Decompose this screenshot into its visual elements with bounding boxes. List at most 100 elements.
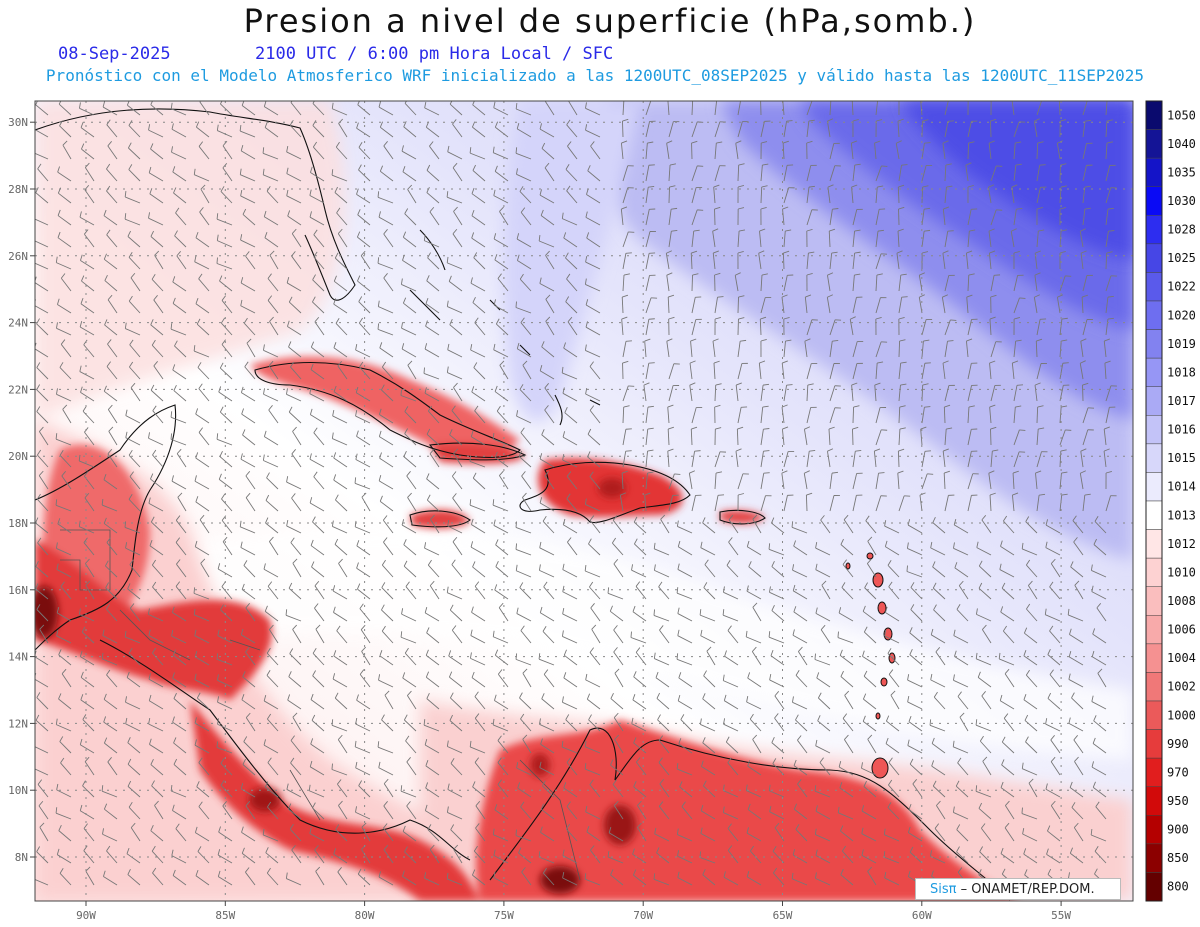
lat-lon-grid [35,101,1133,901]
wind-barb [402,166,417,182]
colorbar-swatch [1145,357,1163,387]
wind-barb [357,101,371,116]
wind-barb [520,427,532,446]
lon-label: 55W [1051,909,1071,922]
wind-barb [613,558,624,578]
colorbar-label: 1028 [1167,223,1196,237]
wind-barb [544,162,555,182]
wind-barb [643,382,650,402]
wind-barb [310,341,325,358]
wind-barb [264,121,279,138]
wind-barb [852,229,861,248]
colorbar-label: 950 [1167,794,1189,808]
colorbar-label: 1015 [1167,451,1196,465]
colorbar: 1050104010351030102810251022102010191018… [1145,100,1196,902]
wind-barb [401,519,417,534]
wind-barb [563,342,578,358]
wind-barb [451,471,463,490]
wind-barb [589,647,601,666]
valid-time: 2100 UTC / 6:00 pm Hora Local / SFC [255,44,614,64]
wind-barb [1105,317,1114,336]
wind-barb [875,472,885,490]
wind-barb [909,758,923,776]
wind-barb [82,714,95,732]
wind-barb [668,473,681,490]
lon-label: 65W [773,909,793,922]
wind-barb [520,207,532,226]
wind-barb [1092,781,1107,798]
wind-barb [746,585,762,600]
wind-barb [990,449,999,468]
wind-barb [331,432,348,446]
wind-barb [285,609,302,622]
wind-barb [311,561,325,578]
wind-barb [1056,294,1064,314]
wind-barb [699,609,716,622]
wind-barb [771,560,785,578]
colorbar-swatch [1145,843,1163,873]
wind-barb [1013,317,1021,336]
wind-barb [522,492,532,512]
wind-barb [150,473,164,490]
wind-barb [1091,585,1107,600]
wind-barb [851,101,854,116]
wind-barb [637,800,647,820]
wind-barb [539,761,555,776]
wind-barb [336,625,348,644]
wind-barb [852,163,861,182]
wind-barb [516,168,532,182]
wind-barb [152,449,164,468]
wind-barb [700,827,716,842]
wind-barb [737,229,746,248]
wind-barb [884,606,900,622]
wind-barb [909,649,923,666]
wind-barb [127,758,141,776]
colorbar-label: 970 [1167,765,1189,779]
wind-barb [783,164,794,182]
wind-barb [177,492,187,512]
wind-barb [1082,119,1092,138]
wind-barb [499,360,509,380]
wind-barb [874,382,881,402]
wind-barb [378,871,394,886]
wind-barb [1105,207,1114,226]
wind-barb [829,165,841,182]
wind-barb [266,670,279,688]
wind-barb [967,185,974,204]
wind-barb [82,405,95,424]
wind-barb [1059,384,1070,402]
wind-barb [240,277,256,292]
wind-barb [722,674,739,688]
wind-barb [108,426,118,446]
wind-barb [990,101,992,116]
wind-barb [954,562,969,578]
wind-barb [515,543,532,556]
wind-barb [360,624,371,644]
wind-barb [1044,608,1061,622]
wind-barb [379,452,394,468]
wind-barb [783,451,795,468]
colorbar-swatch [1145,329,1163,359]
wind-barb [516,233,532,248]
wind-barb [1035,470,1042,490]
wind-barb [81,143,95,160]
wind-barb [689,382,696,402]
wind-barb [703,670,716,688]
wind-barb [474,713,486,732]
wind-barb [760,120,771,138]
wind-barb [425,320,440,336]
wind-barb [1021,807,1038,820]
wind-barb [691,296,702,314]
wind-barb [760,338,767,358]
wind-barb [497,779,509,798]
wind-barb [944,340,954,358]
wind-barb [591,624,601,644]
wind-barb [473,252,486,270]
wind-barb [793,606,808,622]
wind-barb [470,277,486,292]
wind-barb [492,630,509,644]
wind-barb [60,339,72,358]
wind-barb [1013,451,1026,468]
wind-barb [334,186,348,204]
wind-barb [492,499,509,512]
